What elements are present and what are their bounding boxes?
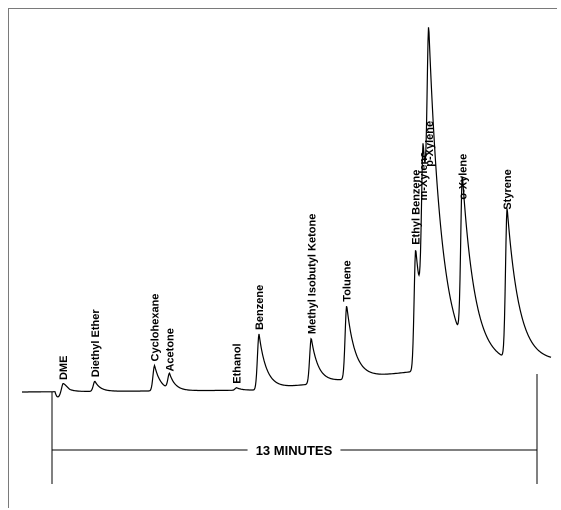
peak-labels: DME Diethyl Ether Cyclohexane Acetone Ethano…: [58, 121, 514, 384]
chart-frame: [8, 8, 557, 508]
peak-label: Ethanol: [232, 343, 244, 383]
peak-label: Methyl Isobutyl Ketone: [306, 214, 318, 334]
duration-bar: 13 MINUTES: [51, 374, 538, 484]
peak-label: Diethyl Ether: [90, 309, 102, 378]
peak-label: Cyclohexane: [150, 294, 162, 362]
peak-label: Ethyl Benzene: [411, 170, 423, 245]
peak-label: Acetone: [165, 328, 177, 371]
chromatogram-trace: [22, 27, 552, 398]
peak-label: Toluene: [342, 260, 354, 301]
peak-label: o-Xylene: [457, 154, 469, 200]
peak-label: m-Xylene: [418, 152, 430, 201]
peak-label: Styrene: [502, 169, 514, 209]
peak-label: DME: [58, 356, 70, 380]
duration-label: 13 MINUTES: [256, 443, 333, 458]
peak-label: Benzene: [254, 285, 266, 330]
peak-label: p-Xylene: [424, 121, 436, 167]
